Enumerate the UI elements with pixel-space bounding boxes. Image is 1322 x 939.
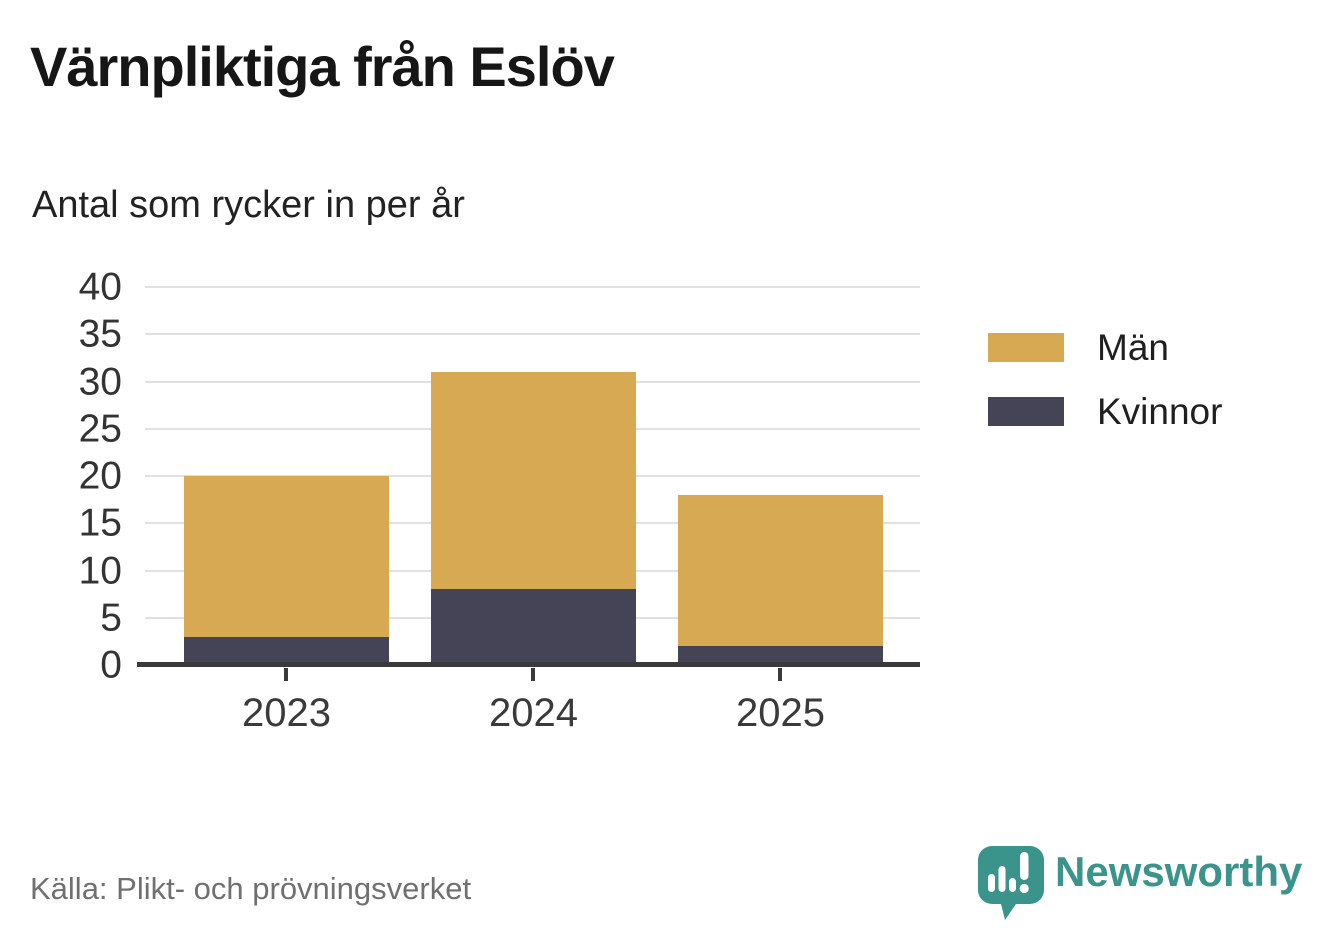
- newsworthy-wordmark: Newsworthy: [1055, 848, 1303, 895]
- x-axis-line: [137, 662, 920, 667]
- bar-segment-kvinnor-2025: [678, 646, 883, 665]
- y-tick-label: 0: [100, 643, 122, 687]
- bar-segment-kvinnor-2023: [184, 636, 389, 665]
- bar-segment-kvinnor-2024: [431, 589, 636, 665]
- legend: Män Kvinnor: [988, 329, 1222, 457]
- newsworthy-logo-icon: [978, 846, 1044, 920]
- y-tick-label: 20: [78, 454, 122, 498]
- y-tick-label: 10: [78, 549, 122, 592]
- legend-swatch-man: [988, 333, 1064, 362]
- y-tick-label: 5: [100, 596, 122, 640]
- x-tick-label: 2023: [242, 691, 331, 735]
- bar-segment-män-2025: [678, 494, 883, 647]
- plot-area: 2023 2024 2025: [137, 286, 920, 733]
- y-tick-label: 35: [78, 312, 122, 356]
- chart-subtitle: Antal som rycker in per år: [32, 184, 465, 226]
- x-tick: [531, 668, 535, 681]
- gridline: [145, 333, 920, 336]
- legend-item-kvinnor: Kvinnor: [988, 393, 1222, 430]
- bar-segment-män-2024: [431, 372, 636, 590]
- gridline: [145, 286, 920, 288]
- x-tick: [284, 668, 288, 681]
- chart-title: Värnpliktiga från Eslöv: [30, 35, 615, 98]
- bar-2024: [431, 372, 636, 665]
- legend-label-man: Män: [1097, 327, 1169, 368]
- source-note: Källa: Plikt- och prövningsverket: [30, 871, 472, 906]
- bar-segment-män-2023: [184, 476, 389, 637]
- y-axis-labels: 0 5 10 15 20 25 30 35 40: [0, 268, 122, 685]
- y-tick-label: 30: [78, 360, 122, 403]
- y-tick-label: 40: [78, 265, 122, 309]
- y-tick-label: 15: [78, 501, 122, 545]
- x-tick-label: 2025: [736, 691, 825, 735]
- legend-item-man: Män: [988, 329, 1222, 366]
- x-tick-label: 2024: [489, 691, 578, 735]
- legend-label-kvinnor: Kvinnor: [1097, 391, 1223, 432]
- newsworthy-logo: Newsworthy: [977, 845, 1302, 921]
- y-tick-label: 25: [78, 407, 122, 451]
- bar-2025: [678, 494, 883, 665]
- legend-swatch-kvinnor: [988, 397, 1064, 426]
- bar-2023: [184, 476, 389, 665]
- x-tick: [778, 668, 782, 681]
